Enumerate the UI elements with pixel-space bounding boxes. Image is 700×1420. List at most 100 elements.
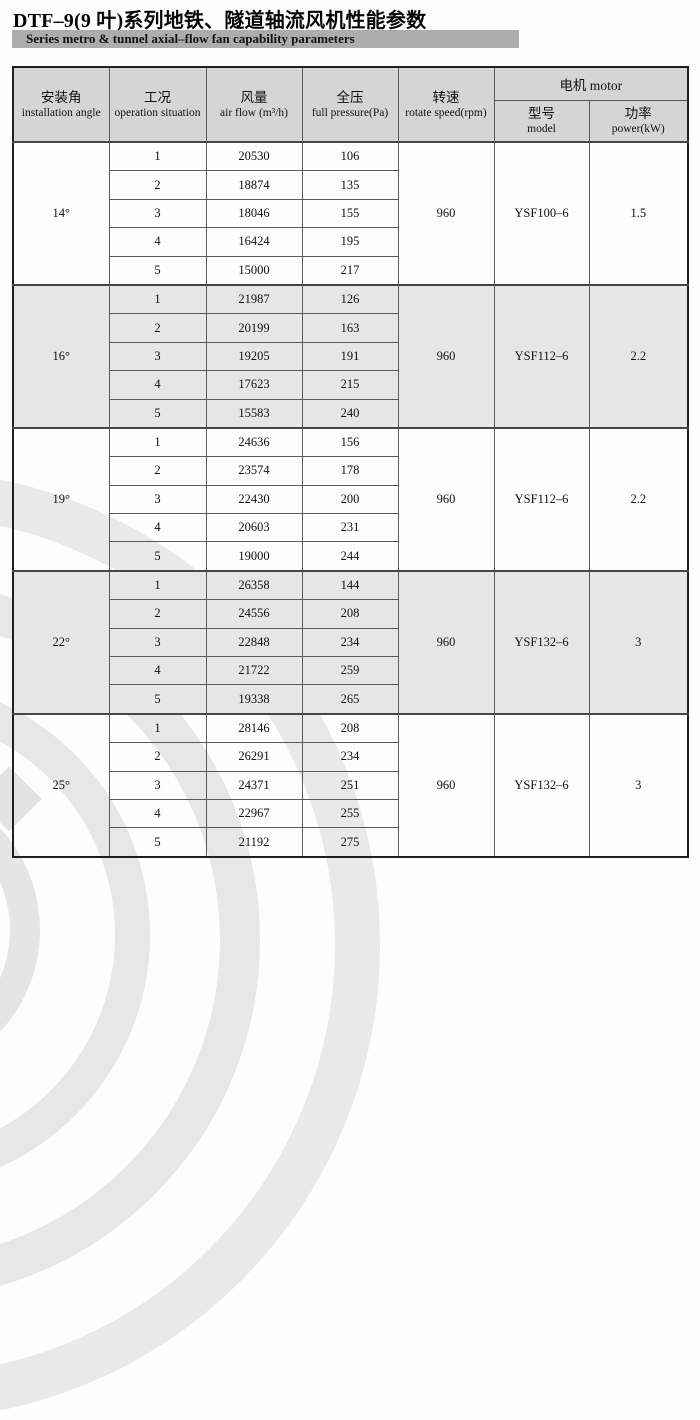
pressure-cell: 155 [301,198,399,229]
pressure-cell: 244 [301,541,399,572]
pressure-cell: 126 [301,283,399,315]
col-header-pressure-en: full pressure(Pa) [311,106,389,119]
airflow-cell: 28146 [205,712,303,744]
table-row: 4 17623 215 [13,370,688,400]
airflow-cell: 18046 [205,198,303,229]
col-header-airflow-zh: 风量 [240,89,268,105]
airflow-cell: 23574 [205,456,303,486]
table-body: 14° 1 20530 106 960 YSF100–6 1.5 2 18874 135 3 1804… [12,141,689,858]
pressure-cell: 208 [301,599,399,629]
airflow-cell: 22967 [205,798,303,829]
pressure-cell: 195 [301,227,399,257]
table-row: 4 16424 195 [13,227,688,257]
angle-cell: 19° [12,426,110,572]
situation-cell: 2 [108,170,207,200]
table-row: 2 18874 135 [13,170,688,200]
col-header-speed-zh: 转速 [432,89,460,105]
airflow-cell: 21192 [205,827,303,858]
airflow-cell: 26291 [205,742,303,772]
airflow-cell: 21987 [205,283,303,315]
angle-cell: 22° [12,569,110,715]
pressure-cell: 240 [301,398,399,429]
airflow-cell: 24556 [205,599,303,629]
power-cell: 2.2 [588,426,689,572]
col-header-full-pressure: 全压 full pressure(Pa) [301,66,399,143]
speed-cell: 960 [397,426,495,572]
model-cell: YSF112–6 [493,426,590,572]
fan-parameters-table: 安装角 installation angle 工况 operation situ… [12,66,689,858]
airflow-cell: 21722 [205,656,303,686]
power-cell: 1.5 [588,141,689,286]
col-header-operation-situation: 工况 operation situation [108,66,207,143]
pressure-cell: 215 [301,370,399,400]
airflow-cell: 19205 [205,341,303,372]
col-header-model-en: model [527,123,556,135]
airflow-cell: 20530 [205,141,303,172]
airflow-cell: 20603 [205,513,303,543]
col-header-situation-zh: 工况 [144,89,171,105]
situation-cell: 2 [108,313,207,343]
pressure-cell: 178 [301,456,399,486]
col-header-speed-en: rotate speed(rpm) [405,106,487,119]
pressure-cell: 234 [301,742,399,772]
pressure-cell: 275 [301,827,399,858]
model-cell: YSF100–6 [493,141,590,286]
situation-cell: 5 [108,398,207,429]
situation-cell: 1 [108,569,207,601]
col-header-angle-zh: 安装角 [41,89,82,105]
table-row: 3 19205 191 [13,341,688,372]
pressure-cell: 191 [301,341,399,372]
subtitle-bar: Series metro & tunnel axial–flow fan cap… [12,30,519,48]
airflow-cell: 15583 [205,398,303,429]
pressure-cell: 265 [301,684,399,715]
pressure-cell: 144 [301,569,399,601]
situation-cell: 3 [108,627,207,658]
pressure-cell: 251 [301,770,399,800]
col-header-motor: 电机 motor [493,66,689,101]
col-header-pressure-zh: 全压 [336,89,364,105]
pressure-cell: 231 [301,513,399,543]
angle-cell: 16° [12,283,110,429]
pressure-cell: 259 [301,656,399,686]
situation-cell: 4 [108,798,207,829]
pressure-cell: 208 [301,712,399,744]
airflow-cell: 24371 [205,770,303,800]
situation-cell: 5 [108,255,207,286]
pressure-cell: 200 [301,484,399,515]
table-row: 19° 1 24636 156 960 YSF112–6 2.2 [12,426,689,572]
airflow-cell: 22430 [205,484,303,515]
col-header-power-zh: 功率 [624,106,652,121]
power-cell: 2.2 [588,283,689,429]
situation-cell: 3 [108,484,207,515]
situation-cell: 2 [108,742,207,772]
situation-cell: 3 [108,770,207,800]
airflow-cell: 26358 [205,569,303,601]
table-row: 22° 1 26358 144 960 YSF132–6 3 [12,569,689,715]
angle-cell: 14° [12,141,110,286]
table-row: 3 18046 155 [13,198,688,229]
airflow-cell: 19338 [205,684,303,715]
col-header-motor-label: 电机 motor [559,77,623,93]
model-cell: YSF112–6 [493,283,590,429]
col-header-rotate-speed: 转速 rotate speed(rpm) [397,66,495,143]
situation-cell: 5 [108,827,207,858]
model-cell: YSF132–6 [493,712,590,858]
pressure-cell: 234 [301,627,399,658]
airflow-cell: 22848 [205,627,303,658]
situation-cell: 4 [108,656,207,686]
pressure-cell: 255 [301,798,399,829]
col-header-model-zh: 型号 [528,106,555,121]
pressure-cell: 217 [301,255,399,286]
airflow-cell: 19000 [205,541,303,572]
airflow-cell: 16424 [205,227,303,257]
situation-cell: 4 [108,513,207,543]
airflow-cell: 18874 [205,170,303,200]
pressure-cell: 156 [301,426,399,458]
col-header-situation-en: operation situation [114,106,201,119]
airflow-cell: 20199 [205,313,303,343]
situation-cell: 1 [108,141,207,172]
col-header-air-flow: 风量 air flow (m³/h) [205,66,303,143]
table-row: 5 15583 240 [13,398,688,429]
power-cell: 3 [588,569,689,715]
airflow-cell: 17623 [205,370,303,400]
